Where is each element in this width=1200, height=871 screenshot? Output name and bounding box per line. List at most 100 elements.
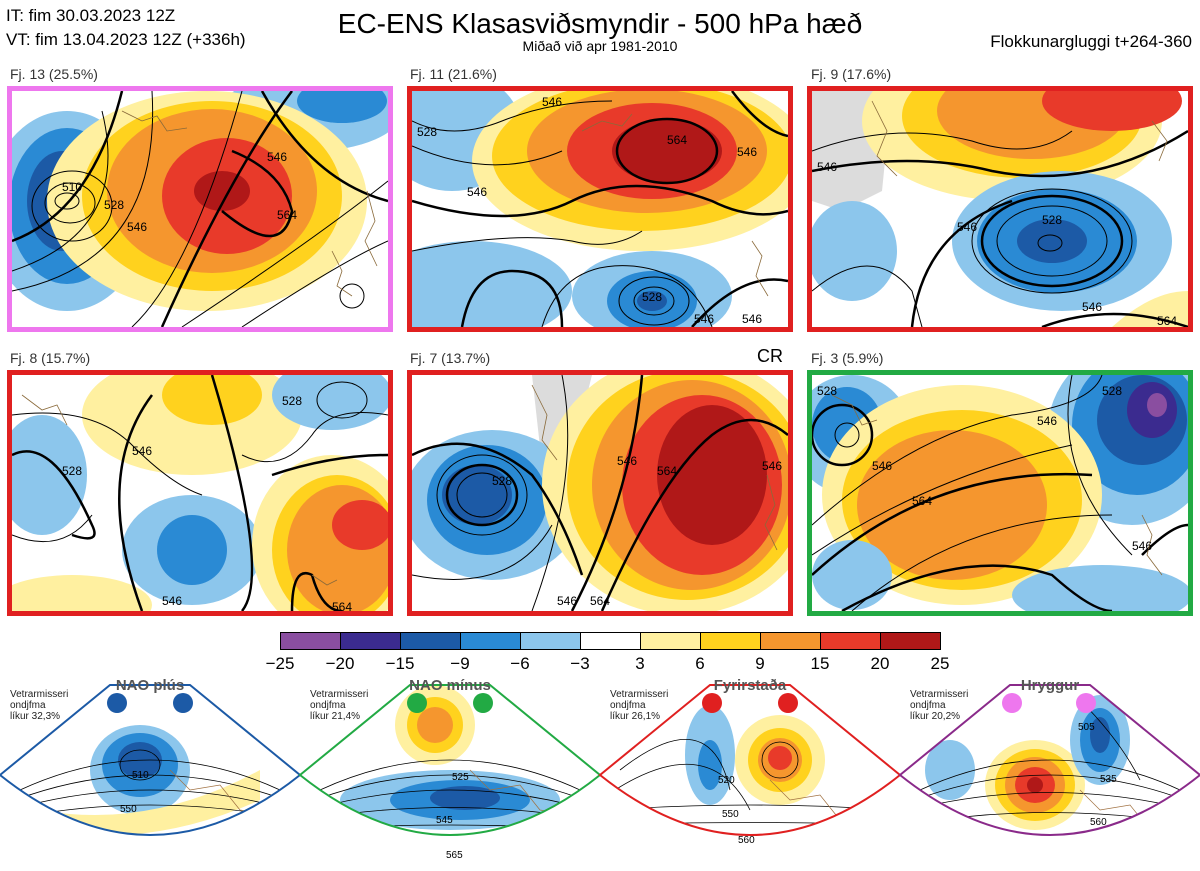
contour-label: 564 — [277, 208, 297, 222]
contour-label: 546 — [1132, 539, 1152, 553]
colorbar-tick: −6 — [510, 654, 530, 673]
contour-label: 546 — [162, 594, 182, 608]
contour-label: 546 — [267, 150, 287, 164]
cluster-map-7: 528 546 564 546 564 546 — [407, 370, 793, 616]
contour-label: 564 — [667, 133, 687, 147]
contour-label: 528 — [1102, 384, 1122, 398]
panel-label-4: Fj. 8 (15.7%) — [10, 350, 91, 366]
contour-label: 528 — [642, 290, 662, 304]
colorbar-tick: −9 — [450, 654, 470, 673]
cluster-map-13: 510 528 546 546 564 — [7, 86, 393, 332]
colorbar-swatch — [401, 633, 461, 649]
page-title: EC-ENS Klasasviðsmyndir - 500 hPa hæð — [337, 8, 863, 39]
contour-label: 546 — [1037, 414, 1057, 428]
contour-label: 564 — [657, 464, 677, 478]
regime-blocking: 520 550 560 Fyrirstaða Vetrarmisseri ondj… — [598, 677, 902, 870]
regime-contour-label: 560 — [738, 835, 755, 846]
colorbar-tick: −15 — [385, 654, 415, 673]
cluster-map-8: 546 528 528 546 564 — [7, 370, 393, 616]
contour-label: 528 — [1042, 213, 1062, 227]
contour-label: 546 — [762, 459, 782, 473]
colorbar-tick: 9 — [755, 654, 765, 673]
contour-label: 546 — [1082, 300, 1102, 314]
contour-label: 528 — [104, 198, 124, 212]
colorbar-tick: −20 — [325, 654, 355, 673]
cluster-map-11: 528 546 546 564 546 528 546 546 — [407, 86, 793, 332]
contour-label: 528 — [492, 474, 512, 488]
regime-info: Vetrarmisseri ondjfma líkur 20,2% — [910, 689, 969, 722]
colorbar-swatch — [761, 633, 821, 649]
contour-label: 510 — [62, 180, 82, 194]
contour-label: 564 — [912, 494, 932, 508]
contour-label: 528 — [282, 394, 302, 408]
contour-label: 564 — [1157, 314, 1177, 327]
contour-label: 546 — [542, 95, 562, 109]
contour-label: 546 — [817, 160, 837, 174]
colorbar-tick: 20 — [870, 654, 890, 673]
contour-label: 546 — [737, 145, 757, 159]
regime-marker-right — [778, 693, 798, 713]
colorbar-swatch — [641, 633, 701, 649]
valid-time: VT: fim 13.04.2023 12Z (+336h) — [6, 30, 246, 49]
regime-contour-label: 535 — [1100, 774, 1117, 785]
regime-marker-left — [1002, 693, 1022, 713]
regime-ridge: 505 535 560 Hryggur Vetrarmisseri ondjfma… — [898, 677, 1200, 870]
regime-nao-minus: 525 545 565 NAO mínus Vetrarmisseri ondjf… — [298, 677, 602, 870]
panel-label-3: Fj. 9 (17.6%) — [811, 66, 892, 82]
regime-marker-left — [407, 693, 427, 713]
regime-info: Vetrarmisseri ondjfma líkur 32,3% — [10, 689, 69, 722]
regime-info: Vetrarmisseri ondjfma líkur 26,1% — [610, 689, 669, 722]
regime-contour-label: 565 — [446, 850, 463, 861]
contour-label: 546 — [694, 312, 714, 326]
regime-contour-label: 550 — [722, 809, 739, 820]
contour-label: 546 — [617, 454, 637, 468]
page-subtitle: Miðað við apr 1981-2010 — [522, 38, 678, 54]
regime-title: Fyrirstaða — [713, 677, 787, 694]
contour-label: 564 — [332, 600, 352, 611]
regime-nao-plus: 510 550 NAO plús Vetrarmisseri ondjfma lík… — [0, 677, 302, 870]
regime-contour-label: 550 — [120, 804, 137, 815]
regime-marker-left — [107, 693, 127, 713]
colorbar-swatch — [821, 633, 881, 649]
colorbar-tick: 3 — [635, 654, 645, 673]
panel-label-1: Fj. 13 (25.5%) — [10, 66, 98, 82]
colorbar-swatch — [281, 633, 341, 649]
regime-contour-label: 505 — [1078, 722, 1095, 733]
regime-contour-label: 525 — [452, 772, 469, 783]
colorbar-swatch — [581, 633, 641, 649]
colorbar-swatch — [881, 633, 940, 649]
regime-marker-left — [702, 693, 722, 713]
contour-label: 528 — [62, 464, 82, 478]
colorbar-tick: −25 — [265, 654, 295, 673]
regime-marker-right — [173, 693, 193, 713]
colorbar-swatch — [461, 633, 521, 649]
contour-label: 546 — [127, 220, 147, 234]
contour-label: 546 — [557, 594, 577, 608]
regime-marker-right — [1076, 693, 1096, 713]
cr-label: CR — [757, 346, 783, 366]
contour-label: 528 — [417, 125, 437, 139]
colorbar-tick: −3 — [570, 654, 590, 673]
panel-label-5: Fj. 7 (13.7%) — [410, 350, 491, 366]
contour-label: 546 — [742, 312, 762, 326]
initial-time: IT: fim 30.03.2023 12Z — [6, 6, 176, 25]
regime-contour-label: 510 — [132, 770, 149, 781]
contour-label: 546 — [872, 459, 892, 473]
regime-contour-label: 520 — [718, 775, 735, 786]
regime-contour-label: 545 — [436, 815, 453, 826]
colorbar-swatch — [341, 633, 401, 649]
regime-contour-label: 560 — [1090, 817, 1107, 828]
contour-label: 564 — [590, 594, 610, 608]
contour-label: 546 — [467, 185, 487, 199]
panel-label-6: Fj. 3 (5.9%) — [811, 350, 884, 366]
regime-marker-right — [473, 693, 493, 713]
colorbar-tick: 6 — [695, 654, 705, 673]
contour-label: 546 — [957, 220, 977, 234]
anomaly-colorbar — [280, 632, 941, 650]
cluster-map-3: 528 546 564 546 546 528 — [807, 370, 1193, 616]
colorbar-swatch — [521, 633, 581, 649]
regime-title: Hryggur — [1020, 677, 1080, 694]
colorbar-tick: 25 — [930, 654, 950, 673]
cluster-map-9: 546 546 528 546 564 — [807, 86, 1193, 332]
colorbar-tick: 15 — [810, 654, 830, 673]
